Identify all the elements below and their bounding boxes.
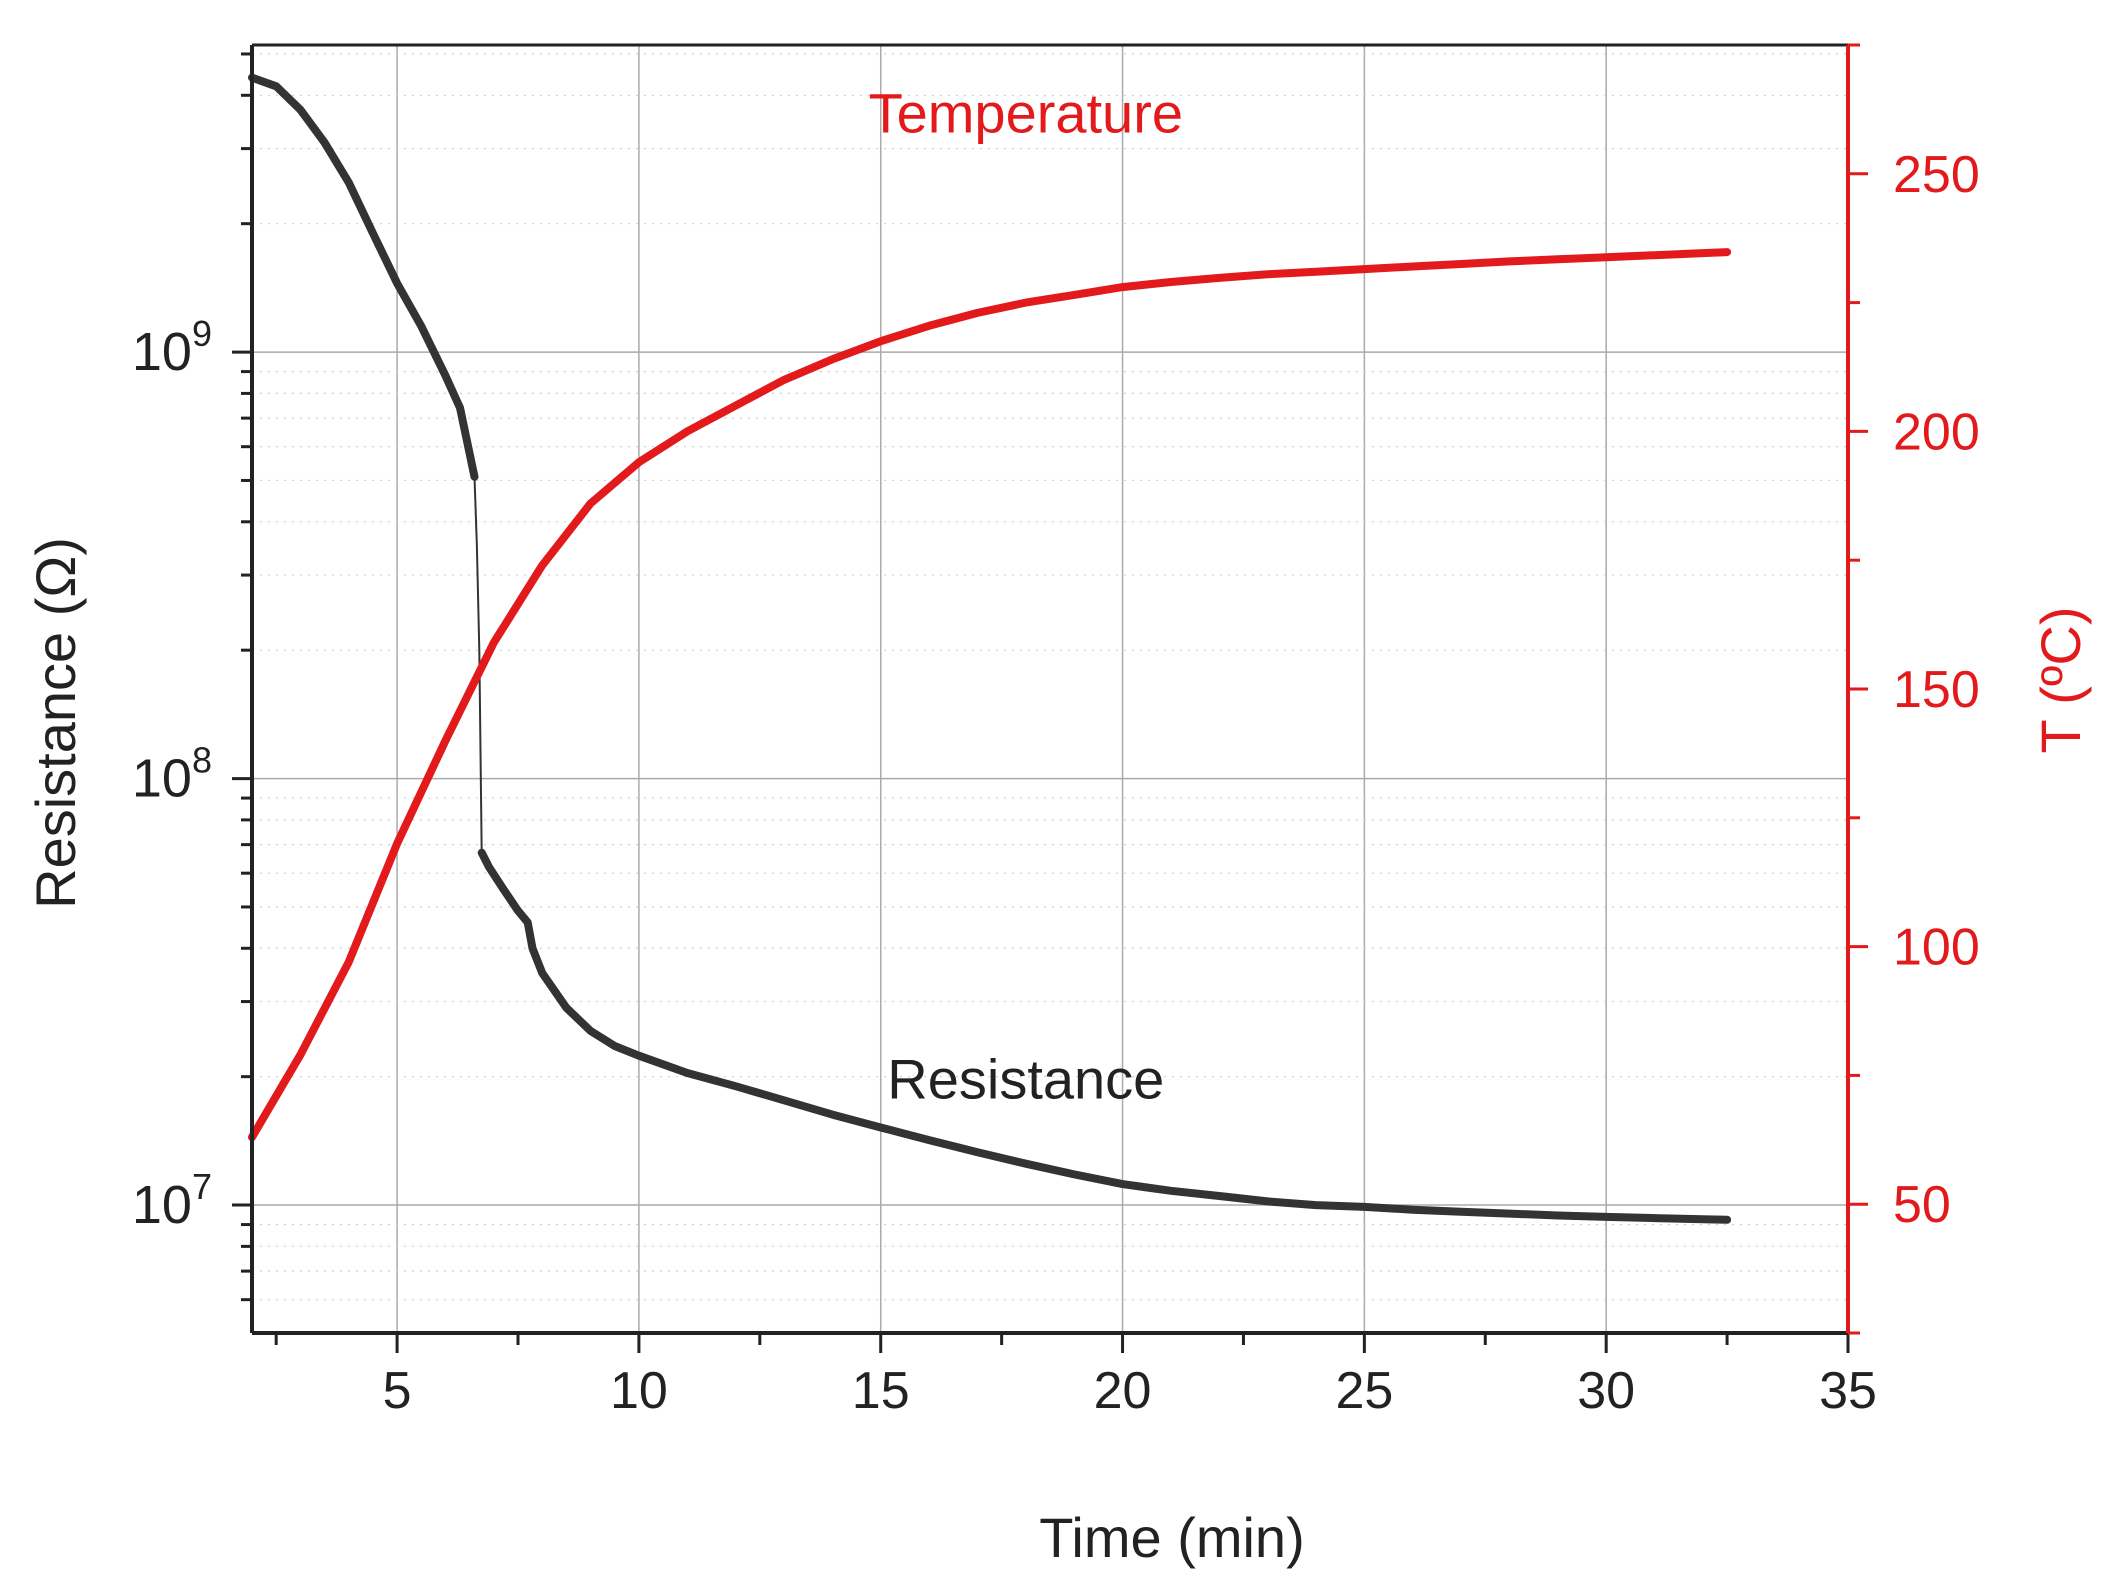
- x-tick-label: 20: [1094, 1362, 1152, 1420]
- x-tick-label: 25: [1335, 1362, 1393, 1420]
- resistance-series-line: [477, 848, 1732, 1224]
- y-tick-label: 108: [132, 740, 212, 809]
- y2-tick-label: 100: [1893, 919, 1980, 977]
- x-tick-label: 10: [610, 1362, 668, 1420]
- axes-layer: [232, 43, 1868, 1353]
- y2-tick-label: 50: [1893, 1176, 1951, 1234]
- temperature-annotation: Temperature: [869, 82, 1183, 145]
- temperature-series-line: [248, 248, 1732, 1142]
- y2-tick-label: 250: [1893, 146, 1980, 204]
- grid-layer: [252, 45, 1848, 1333]
- y-tick-label: 109: [132, 313, 212, 382]
- x-tick-label: 35: [1819, 1362, 1877, 1420]
- resistance-series-line: [248, 73, 479, 481]
- labels-layer: Time (min) Resistance (Ω) T (ºC) 5 10 15 20…: [24, 82, 2092, 1569]
- y2-axis-label: T (ºC): [2029, 607, 2092, 754]
- resistance-series-jump: [473, 476, 483, 853]
- x-axis-label: Time (min): [1039, 1506, 1304, 1569]
- series-layer: [248, 73, 1732, 1224]
- y-axis-label: Resistance (Ω): [24, 537, 87, 909]
- y-tick-label: 107: [132, 1166, 212, 1235]
- x-tick-label: 30: [1577, 1362, 1635, 1420]
- resistance-annotation: Resistance: [887, 1047, 1164, 1110]
- x-tick-label: 15: [852, 1362, 910, 1420]
- x-tick-label: 5: [383, 1362, 412, 1420]
- y2-tick-label: 200: [1893, 403, 1980, 461]
- y2-tick-label: 150: [1893, 661, 1980, 719]
